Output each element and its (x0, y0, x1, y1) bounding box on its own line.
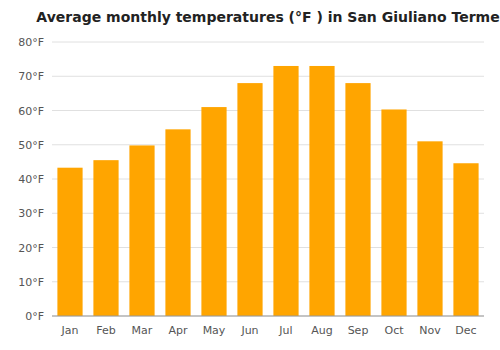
bar (345, 83, 370, 316)
x-tick-label: Mar (132, 324, 153, 337)
x-tick-label: Oct (384, 324, 404, 337)
bar (237, 83, 262, 316)
bar (165, 129, 190, 316)
y-tick-label: 60°F (18, 105, 44, 118)
grid-line (52, 110, 484, 111)
x-tick-label: Jan (61, 324, 79, 337)
y-tick-label: 30°F (18, 207, 44, 220)
y-tick-label: 80°F (18, 36, 44, 49)
bar (273, 66, 298, 316)
x-tick-label: Apr (168, 324, 188, 337)
grid-line (52, 42, 484, 43)
bar (57, 168, 82, 316)
bar (129, 145, 154, 316)
bar (417, 141, 442, 316)
x-tick-label: Feb (96, 324, 115, 337)
bar (381, 109, 406, 316)
chart-container: Average monthly temperatures (°F ) in Sa… (0, 0, 500, 350)
y-tick-label: 10°F (18, 276, 44, 289)
y-tick-label: 40°F (18, 173, 44, 186)
grid-line (52, 76, 484, 77)
x-tick-label: Jun (240, 324, 258, 337)
x-tick-label: Nov (419, 324, 441, 337)
chart-svg: Average monthly temperatures (°F ) in Sa… (0, 0, 500, 350)
bars (57, 66, 478, 316)
x-tick-label: Dec (455, 324, 476, 337)
x-tick-label: May (203, 324, 226, 337)
bar (93, 160, 118, 316)
bar (201, 107, 226, 316)
y-tick-label: 20°F (18, 242, 44, 255)
bar (309, 66, 334, 316)
x-axis-line (52, 316, 484, 317)
chart-title: Average monthly temperatures (°F ) in Sa… (36, 9, 499, 25)
y-tick-label: 0°F (25, 310, 44, 323)
y-grid (52, 42, 484, 316)
grid-line (52, 316, 484, 317)
y-tick-label: 70°F (18, 70, 44, 83)
x-tick-label: Aug (311, 324, 332, 337)
x-tick-label: Sep (348, 324, 369, 337)
x-tick-label: Jul (278, 324, 292, 337)
y-tick-label: 50°F (18, 139, 44, 152)
bar (453, 163, 478, 316)
